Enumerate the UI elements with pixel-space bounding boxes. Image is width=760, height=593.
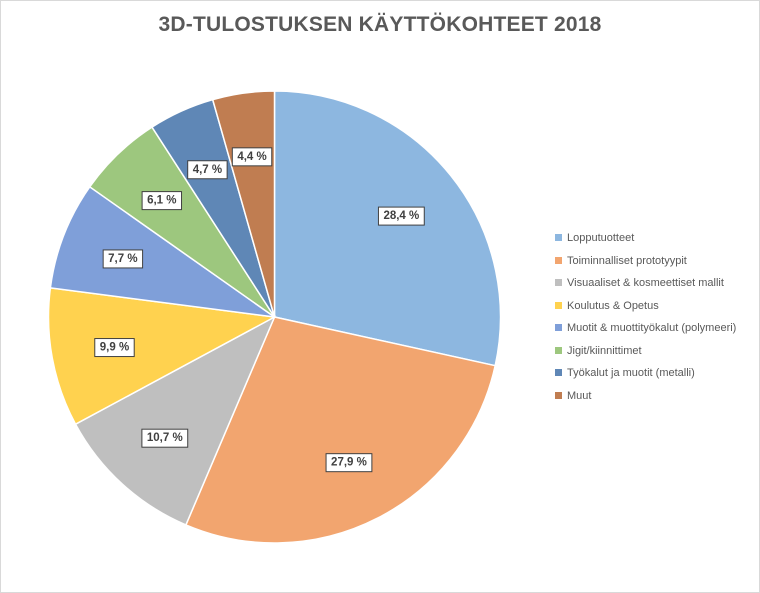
- legend: Lopputuotteet Toiminnalliset prototyypit V…: [555, 229, 736, 409]
- data-label-box: [141, 428, 189, 448]
- legend-swatch: [555, 369, 562, 376]
- data-label-muut: 4,4 %: [231, 147, 273, 167]
- legend-swatch: [555, 234, 562, 241]
- legend-item-visuaaliset-kosmeettiset-mallit: Visuaaliset & kosmeettiset mallit: [555, 274, 736, 297]
- data-label-box: [325, 453, 373, 473]
- legend-label: Koulutus & Opetus: [567, 299, 659, 312]
- legend-label: Visuaaliset & kosmeettiset mallit: [567, 277, 724, 289]
- data-label-koulutus-opetus: 9,9 %: [94, 338, 135, 358]
- pie-data-labels: 28,4 % 27,9 % 10,7 % 9,9 % 7,7 % 6,1 % 4,7 % 4,…: [94, 147, 425, 473]
- legend-item-toiminnalliset-prototyypit: Toiminnalliset prototyypit: [555, 252, 736, 275]
- data-label-text: 28,4 %: [383, 210, 419, 222]
- legend-swatch: [555, 324, 562, 331]
- legend-label: Toiminnalliset prototyypit: [567, 254, 687, 267]
- pie-slice-lopputuotteet: [273, 90, 502, 367]
- legend-item-jigit-kiinnittimet: Jigit/kiinnittimet: [555, 342, 736, 365]
- data-label-text: 10,7 %: [147, 432, 183, 444]
- data-label-text: 4,4 %: [237, 151, 266, 163]
- data-label-toiminnalliset-prototyypit: 27,9 %: [325, 453, 373, 473]
- legend-swatch: [555, 279, 562, 286]
- data-label-text: 7,7 %: [108, 253, 137, 265]
- data-label-jigit-kiinnittimet: 6,1 %: [141, 191, 183, 211]
- data-label-lopputuotteet: 28,4 %: [377, 206, 425, 226]
- legend-label: Jigit/kiinnittimet: [567, 344, 642, 357]
- legend-swatch: [555, 346, 562, 354]
- legend-item-koulutus-opetus: Koulutus & Opetus: [555, 297, 736, 320]
- data-label-box: [141, 191, 183, 211]
- legend-label: Työkalut ja muotit (metalli): [567, 367, 695, 379]
- legend-label: Muut: [567, 389, 592, 402]
- data-label-box: [94, 338, 135, 358]
- data-label-text: 9,9 %: [100, 342, 129, 354]
- data-label-text: 27,9 %: [331, 457, 367, 469]
- data-label-text: 6,1 %: [147, 195, 176, 207]
- legend-item-tyokalut-ja-muotit-metalli: Työkalut ja muotit (metalli): [555, 364, 736, 387]
- legend-swatch: [555, 391, 562, 399]
- legend-label: Lopputuotteet: [567, 232, 635, 244]
- data-label-muotit-muottityokalut-polymeeri: 7,7 %: [102, 249, 144, 269]
- data-label-text: 4,7 %: [193, 164, 222, 176]
- pie-slice-visuaaliset-kosmeettiset-mallit: [74, 315, 277, 526]
- data-label-box: [377, 206, 425, 226]
- legend-item-muotit-muottityokalut-polymeeri: Muotit & muottityökalut (polymeeri): [555, 319, 736, 342]
- data-label-box: [231, 147, 273, 167]
- pie-slice-toiminnalliset-prototyypit: [184, 316, 497, 544]
- data-label-tyokalut-ja-muotit-metalli: 4,7 %: [187, 160, 228, 180]
- chart-title: 3D-TULOSTUKSEN KÄYTTÖKOHTEET 2018: [158, 13, 602, 36]
- data-label-box: [187, 160, 228, 180]
- data-label-visuaaliset-kosmeettiset-mallit: 10,7 %: [141, 428, 189, 448]
- legend-item-lopputuotteet: Lopputuotteet: [555, 229, 736, 252]
- legend-swatch: [555, 256, 562, 264]
- legend-swatch: [555, 301, 562, 309]
- legend-item-muut: Muut: [555, 387, 736, 410]
- pie-slice-koulutus-opetus: [47, 287, 277, 426]
- pie-slices: [47, 90, 502, 544]
- data-label-box: [102, 249, 144, 269]
- legend-label: Muotit & muottityökalut (polymeeri): [567, 322, 737, 334]
- pie-slice-muotit-muottityokalut-polymeeri: [49, 185, 275, 318]
